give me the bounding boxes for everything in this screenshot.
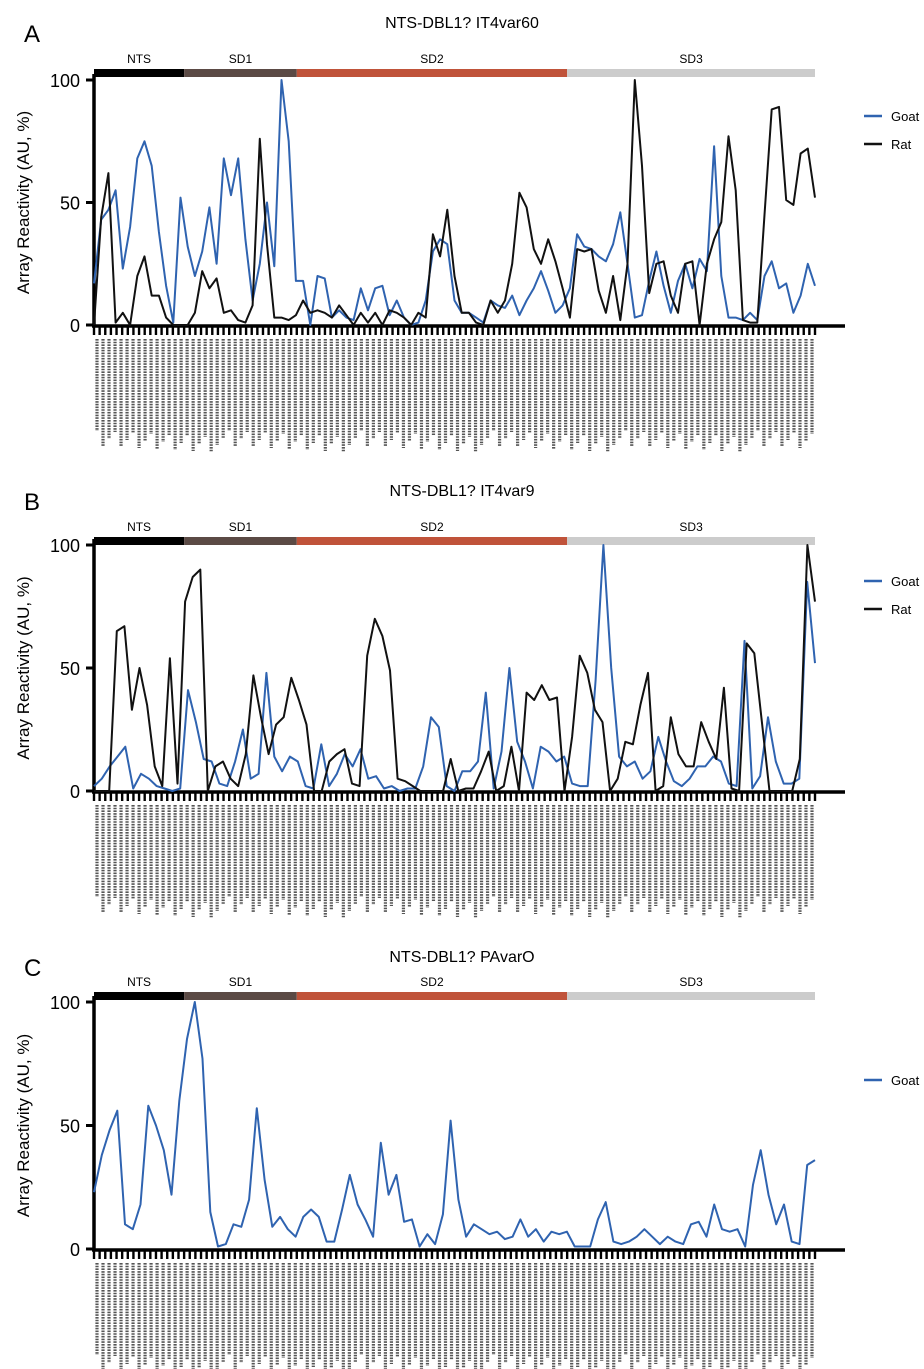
series-line-goat xyxy=(93,1001,816,1248)
domain-bar-sd3 xyxy=(567,69,815,77)
y-tick-label: 50 xyxy=(60,194,80,214)
domain-bar-sd1 xyxy=(184,992,297,1000)
y-tick-label: 50 xyxy=(60,1117,80,1137)
x-tick-labels xyxy=(95,1263,814,1369)
chart-title: NTS-DBL1? IT4var60 xyxy=(385,15,539,32)
chart-panel-B: B NTS-DBL1? IT4var9 Array Reactivity (AU, … xyxy=(14,483,920,918)
panel-label: C xyxy=(24,955,41,982)
domain-label-sd3: SD3 xyxy=(679,520,703,534)
y-tick-label: 50 xyxy=(60,659,80,679)
domain-bar-sd2 xyxy=(296,69,568,77)
y-axis-label: Array Reactivity (AU, %) xyxy=(14,111,33,294)
domain-bar-sd2 xyxy=(296,537,568,545)
domain-bar-sd1 xyxy=(184,69,297,77)
domain-label-sd2: SD2 xyxy=(420,975,444,989)
y-axis-label: Array Reactivity (AU, %) xyxy=(14,1034,33,1217)
domain-label-sd3: SD3 xyxy=(679,975,703,989)
x-tick-labels xyxy=(95,805,814,918)
chart-title: NTS-DBL1? IT4var9 xyxy=(390,483,535,500)
domain-bar-sd3 xyxy=(567,537,815,545)
chart-panel-C: C NTS-DBL1? PAvarO Array Reactivity (AU, %… xyxy=(14,949,920,1369)
chart-panel-A: A NTS-DBL1? IT4var60 Array Reactivity (AU,… xyxy=(14,15,920,452)
legend-label-goat: Goat xyxy=(891,1073,920,1088)
x-tick-labels xyxy=(95,339,814,452)
y-tick-label: 0 xyxy=(70,1240,80,1260)
y-axis-label: Array Reactivity (AU, %) xyxy=(14,576,33,759)
y-tick-label: 100 xyxy=(50,71,80,91)
domain-label-sd1: SD1 xyxy=(229,52,253,66)
series-line-rat xyxy=(93,79,816,326)
domain-bar-nts xyxy=(94,537,185,545)
domain-label-sd2: SD2 xyxy=(420,520,444,534)
legend-label-goat: Goat xyxy=(891,109,920,124)
legend-label-rat: Rat xyxy=(891,602,912,617)
y-tick-label: 0 xyxy=(70,782,80,802)
y-tick-label: 100 xyxy=(50,993,80,1013)
domain-label-nts: NTS xyxy=(127,520,151,534)
domain-label-sd1: SD1 xyxy=(229,520,253,534)
series-line-goat xyxy=(93,544,816,792)
domain-label-nts: NTS xyxy=(127,52,151,66)
domain-bar-sd2 xyxy=(296,992,568,1000)
series-line-rat xyxy=(94,544,816,792)
panel-label: B xyxy=(24,489,40,516)
domain-bar-sd3 xyxy=(567,992,815,1000)
legend-label-rat: Rat xyxy=(891,137,912,152)
domain-bar-sd1 xyxy=(184,537,297,545)
domain-label-nts: NTS xyxy=(127,975,151,989)
domain-label-sd3: SD3 xyxy=(679,52,703,66)
legend-label-goat: Goat xyxy=(891,574,920,589)
y-tick-label: 100 xyxy=(50,536,80,556)
panel-label: A xyxy=(24,21,40,48)
domain-label-sd1: SD1 xyxy=(229,975,253,989)
chart-title: NTS-DBL1? PAvarO xyxy=(389,949,534,966)
series-line-goat xyxy=(93,79,816,326)
y-tick-label: 0 xyxy=(70,316,80,336)
domain-bar-nts xyxy=(94,992,185,1000)
domain-label-sd2: SD2 xyxy=(420,52,444,66)
domain-bar-nts xyxy=(94,69,185,77)
